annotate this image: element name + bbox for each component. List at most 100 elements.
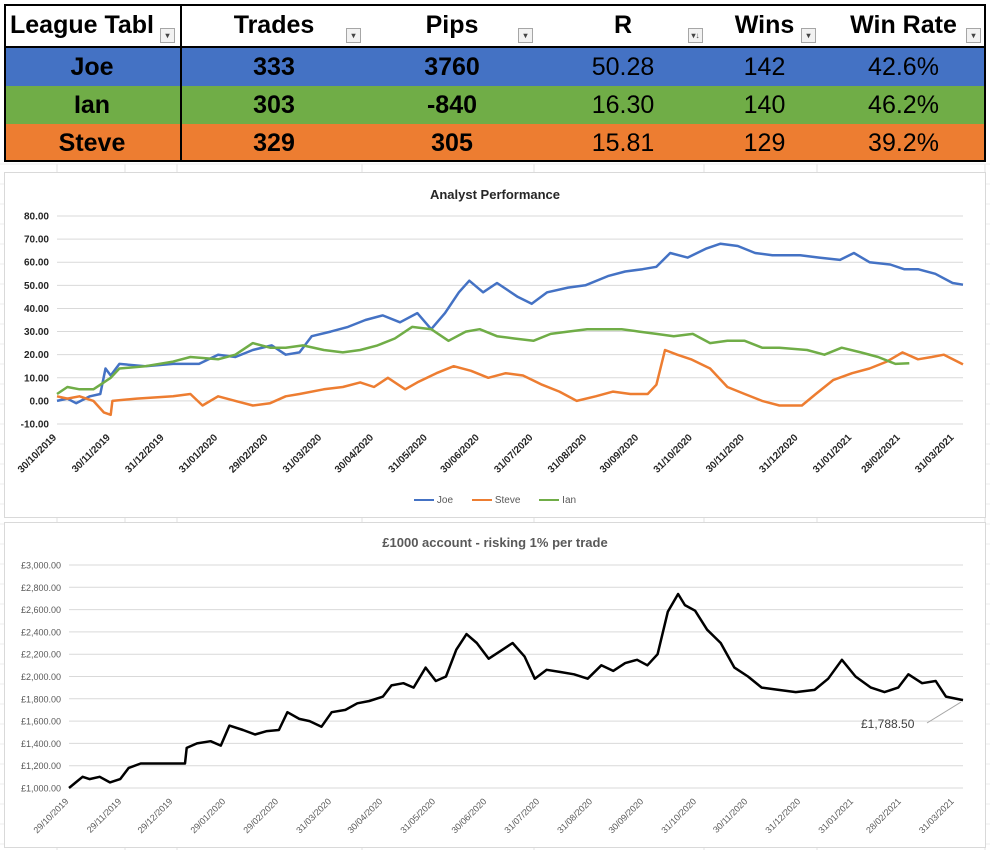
y-tick-label: £1,800.00 [21,694,61,704]
cell-r[interactable]: 50.28 [538,47,708,86]
account-balance-chart[interactable]: £1000 account - risking 1% per trade £3,… [4,522,986,848]
x-tick-label: 31/07/2020 [502,796,541,835]
x-tick-label: 31/05/2020 [387,432,430,475]
x-tick-label: 29/10/2019 [31,796,70,835]
y-tick-label: £2,800.00 [21,583,61,593]
header-label: Win Rate [850,10,957,39]
x-tick-label: 28/02/2021 [860,432,903,475]
x-tick-label: 30/06/2020 [449,796,488,835]
header-trades: Trades ▾ [181,4,366,48]
y-tick-label: 50.00 [24,281,49,292]
series-line-joe[interactable] [56,242,964,405]
analyst-performance-plot: 80.00 70.00 60.00 50.00 40.00 30.00 20.00 10.00… [16,212,964,476]
y-tick-label: 10.00 [24,373,49,384]
x-tick-label: 31/03/2020 [281,432,324,475]
y-tick-label: -10.00 [21,420,50,431]
cell-trades[interactable]: 303 [181,86,366,124]
cell-wins[interactable]: 142 [708,47,821,86]
y-tick-label: £2,400.00 [21,627,61,637]
cell-name[interactable]: Steve [4,124,182,162]
x-tick-label: 30/11/2019 [70,432,113,475]
x-tick-label: 30/06/2020 [439,432,482,475]
sort-descending-filter-icon[interactable]: ▾↓ [688,28,703,43]
header-wins: Wins ▾ [708,4,821,48]
y-tick-label: 20.00 [24,350,49,361]
y-tick-label: £1,200.00 [21,761,61,771]
cell-pips[interactable]: 3760 [366,47,538,86]
final-balance-data-label: £1,788.50 [861,717,915,731]
cell-r[interactable]: 16.30 [538,86,708,124]
chart-legend: Joe Steve Ian [5,495,985,506]
x-tick-label: 29/01/2020 [188,796,227,835]
cell-name[interactable]: Joe [4,47,182,86]
header-label: Wins [734,10,795,39]
legend-item-joe: Joe [413,495,454,506]
header-r: R ▾↓ [538,4,708,48]
x-tick-label: 29/12/2019 [136,796,175,835]
cell-wins[interactable]: 129 [708,124,821,162]
cell-win-rate[interactable]: 46.2% [821,86,986,124]
x-tick-label: 31/03/2021 [913,432,956,475]
analyst-performance-chart[interactable]: Analyst Performance 80.00 70.00 60.00 50.00… [4,172,986,518]
table-row-steve: Steve 329 305 15.81 129 39.2% [4,124,986,162]
y-tick-label: 60.00 [24,258,49,269]
cell-trades[interactable]: 333 [181,47,366,86]
series-line-steve[interactable] [56,348,964,417]
x-tick-label: 31/10/2020 [659,796,698,835]
y-tick-label: £1,600.00 [21,717,61,727]
x-tick-label: 31/01/2021 [811,432,854,475]
cell-win-rate[interactable]: 39.2% [821,124,986,162]
x-tick-label: 30/11/2020 [711,796,749,834]
table-row-joe: Joe 333 3760 50.28 142 42.6% [4,47,986,86]
x-tick-label: 31/03/2020 [294,796,333,835]
x-tick-label: 30/09/2020 [598,432,641,475]
cell-wins[interactable]: 140 [708,86,821,124]
cell-r[interactable]: 15.81 [538,124,708,162]
x-tick-label: 30/04/2020 [333,432,376,475]
header-pips: Pips ▾ [366,4,538,48]
legend-label: Steve [494,495,521,506]
x-tick-label: 31/03/2021 [917,796,956,835]
x-tick-label: 31/12/2020 [763,796,802,835]
account-balance-plot: £3,000.00 £2,800.00 £2,600.00 £2,400.00 £2,2… [21,561,964,835]
x-tick-label: 31/05/2020 [398,796,437,835]
cell-pips[interactable]: 305 [366,124,538,162]
league-table: League Tabl ▾ Trades ▾ Pips ▾ R ▾↓ Wins ▾ Win… [4,4,986,162]
y-tick-label: £2,000.00 [21,672,61,682]
cell-pips[interactable]: -840 [366,86,538,124]
x-tick-label: 31/08/2020 [546,432,589,475]
header-league-table: League Tabl ▾ [4,4,182,48]
y-tick-label: £2,600.00 [21,605,61,615]
y-tick-label: 0.00 [30,396,50,407]
x-tick-label: 29/11/2019 [85,796,123,834]
cell-trades[interactable]: 329 [181,124,366,162]
filter-dropdown-icon[interactable]: ▾ [160,28,175,43]
x-tick-label: 31/01/2021 [816,796,855,835]
cell-win-rate[interactable]: 42.6% [821,47,986,86]
legend-label: Joe [436,495,454,506]
y-tick-label: 70.00 [24,235,49,246]
x-tick-label: 31/12/2020 [757,432,800,475]
legend-swatch-steve [471,499,492,502]
x-tick-label: 30/11/2020 [704,432,747,475]
chart-title: Analyst Performance [429,187,561,202]
filter-dropdown-icon[interactable]: ▾ [346,28,361,43]
y-tick-label: £2,200.00 [21,650,61,660]
cell-name[interactable]: Ian [4,86,182,124]
legend-item-steve: Steve [471,495,521,506]
y-tick-label: 30.00 [24,327,49,338]
legend-swatch-joe [413,499,434,502]
filter-dropdown-icon[interactable]: ▾ [966,28,981,43]
series-line-ian[interactable] [56,325,910,396]
table-row-ian: Ian 303 -840 16.30 140 46.2% [4,86,986,124]
series-line-account[interactable] [68,592,964,789]
filter-dropdown-icon[interactable]: ▾ [801,28,816,43]
x-tick-label: 29/02/2020 [227,432,270,475]
chart-title: £1000 account - risking 1% per trade [382,535,608,550]
y-tick-label: £1,400.00 [21,739,61,749]
filter-dropdown-icon[interactable]: ▾ [518,28,533,43]
header-win-rate: Win Rate ▾ [821,4,986,48]
x-tick-label: 31/10/2020 [652,432,695,475]
legend-label: Ian [562,495,577,506]
x-tick-label: 31/07/2020 [492,432,535,475]
